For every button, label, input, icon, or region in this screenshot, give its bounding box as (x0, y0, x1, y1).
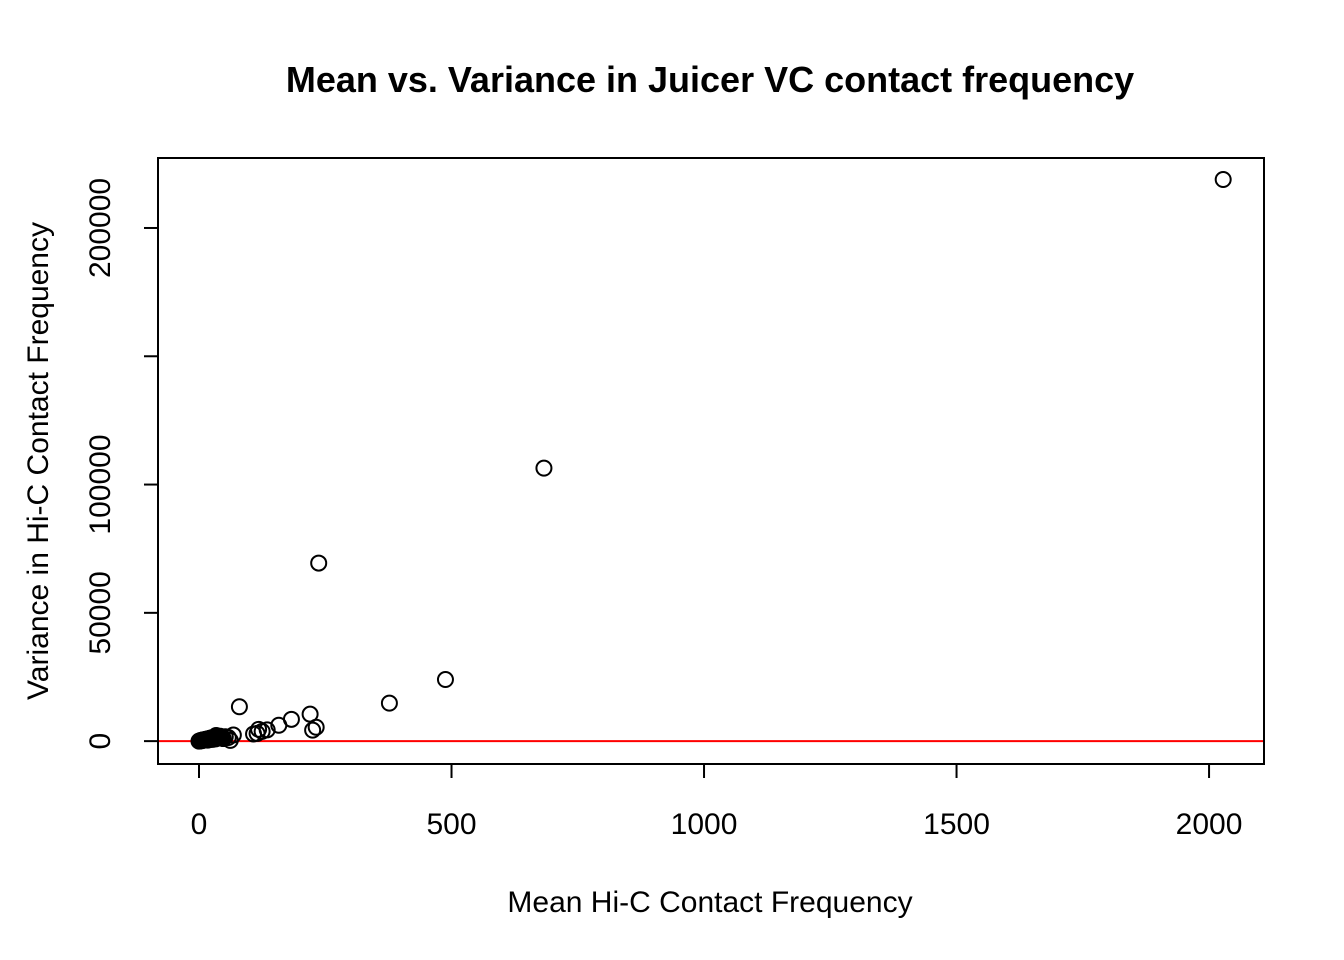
data-point-46 (224, 726, 242, 744)
data-point-47 (230, 698, 248, 716)
x-tick-label-2: 1000 (671, 808, 738, 841)
y-tick-label-0: 0 (84, 733, 117, 750)
y-tick-label-2: 100000 (84, 434, 117, 534)
data-point-61 (535, 459, 553, 477)
data-point-62 (1214, 170, 1232, 188)
x-axis: 0 500 1000 1500 2000 (191, 763, 1243, 841)
data-point-60 (436, 671, 454, 689)
data-points (190, 170, 1232, 750)
x-axis-label: Mean Hi-C Contact Frequency (507, 886, 912, 919)
data-point-56 (304, 721, 322, 739)
x-tick-label-4: 2000 (1176, 808, 1243, 841)
y-tick-label-4: 200000 (84, 178, 117, 278)
y-axis-label: Variance in Hi-C Contact Frequency (22, 222, 55, 700)
x-tick-label-0: 0 (191, 808, 208, 841)
y-tick-label-1: 50000 (84, 571, 117, 654)
data-point-59 (380, 694, 398, 712)
x-tick-label-3: 1500 (923, 808, 990, 841)
data-point-52 (258, 721, 276, 739)
x-tick-label-1: 500 (426, 808, 476, 841)
data-point-50 (250, 720, 268, 738)
y-axis: 0 50000 100000 200000 (84, 178, 159, 750)
data-point-58 (310, 554, 328, 572)
data-point-54 (282, 710, 300, 728)
chart-title: Mean vs. Variance in Juicer VC contact f… (286, 59, 1134, 100)
data-point-57 (307, 718, 325, 736)
plot-area-frame (157, 157, 1265, 765)
